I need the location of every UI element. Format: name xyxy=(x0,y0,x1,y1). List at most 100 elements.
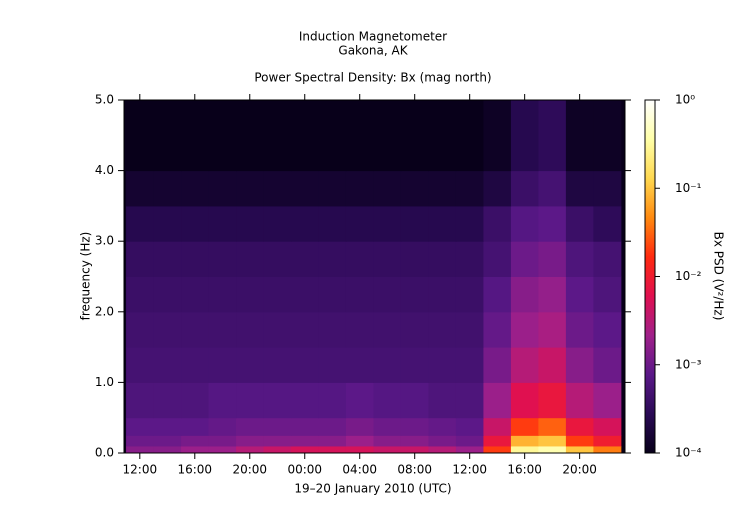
cell xyxy=(373,382,402,419)
cell xyxy=(181,417,210,436)
cell xyxy=(483,100,512,172)
cell xyxy=(236,445,265,453)
cell xyxy=(538,382,567,419)
cell xyxy=(208,382,237,419)
cell xyxy=(565,445,594,453)
cell xyxy=(345,382,374,419)
cell xyxy=(126,241,155,277)
cell xyxy=(153,100,182,172)
cell xyxy=(208,347,237,383)
cell xyxy=(455,417,484,436)
x-tick-label: 16:00 xyxy=(507,463,542,477)
cell xyxy=(400,347,429,383)
x-tick-label: 04:00 xyxy=(342,463,377,477)
cell xyxy=(593,241,622,277)
cell xyxy=(510,205,539,242)
colorbar-tick-label: 10⁻³ xyxy=(675,357,702,371)
cell xyxy=(318,417,347,436)
cell xyxy=(181,205,210,242)
cell xyxy=(153,170,182,207)
chart-subtitle: Gakona, AK xyxy=(338,44,408,58)
cell xyxy=(291,100,319,172)
cell xyxy=(593,170,622,207)
cell xyxy=(565,276,594,313)
cell xyxy=(538,417,567,436)
cell xyxy=(181,170,210,207)
cell xyxy=(181,445,210,453)
cell xyxy=(373,417,402,436)
cell xyxy=(400,311,429,348)
cell xyxy=(510,347,539,383)
cell xyxy=(291,241,319,277)
cell xyxy=(483,276,512,313)
cell xyxy=(208,205,237,242)
cell xyxy=(345,241,374,277)
cell xyxy=(345,276,374,313)
y-tick-label: 2.0 xyxy=(95,304,114,318)
cell xyxy=(236,417,265,436)
cell xyxy=(538,445,567,453)
cell xyxy=(345,417,374,436)
plot-frame xyxy=(123,99,626,454)
cell xyxy=(153,445,182,453)
cell xyxy=(181,382,210,419)
cell xyxy=(428,276,457,313)
cell xyxy=(181,276,210,313)
cell xyxy=(208,100,237,172)
cell xyxy=(593,382,622,419)
cell xyxy=(538,276,567,313)
cell xyxy=(455,445,484,453)
cell xyxy=(510,435,539,447)
cell xyxy=(181,311,210,348)
cell xyxy=(208,417,237,436)
cell xyxy=(483,445,512,453)
cell xyxy=(373,445,402,453)
cell xyxy=(126,417,155,436)
cell xyxy=(400,100,429,172)
cell xyxy=(263,435,292,447)
colorbar-label: Bx PSD (V²/Hz) xyxy=(712,232,726,321)
cell xyxy=(318,382,347,419)
cell xyxy=(181,347,210,383)
x-tick-label: 12:00 xyxy=(452,463,487,477)
cell xyxy=(400,445,429,453)
cell xyxy=(510,100,539,172)
cell xyxy=(126,347,155,383)
cell xyxy=(400,241,429,277)
cell xyxy=(153,417,182,436)
cell xyxy=(538,170,567,207)
cell xyxy=(208,445,237,453)
cell xyxy=(593,417,622,436)
cell xyxy=(263,311,292,348)
cell xyxy=(538,100,567,172)
x-tick-label: 08:00 xyxy=(397,463,432,477)
cell xyxy=(236,311,265,348)
colorbar-tick-label: 10⁻⁴ xyxy=(675,446,702,460)
cell xyxy=(400,417,429,436)
cell xyxy=(291,417,319,436)
cell xyxy=(565,241,594,277)
cell xyxy=(510,170,539,207)
cell xyxy=(291,435,319,447)
cell xyxy=(181,241,210,277)
cell xyxy=(510,382,539,419)
cell xyxy=(345,311,374,348)
cell xyxy=(263,347,292,383)
cell xyxy=(208,241,237,277)
cell xyxy=(455,382,484,419)
cell xyxy=(318,347,347,383)
cell xyxy=(345,205,374,242)
cell xyxy=(593,100,622,172)
cell xyxy=(593,311,622,348)
cell xyxy=(373,276,402,313)
cell xyxy=(400,435,429,447)
cell xyxy=(126,100,155,172)
x-tick-label: 00:00 xyxy=(287,463,322,477)
x-tick-label: 20:00 xyxy=(562,463,597,477)
cell xyxy=(126,311,155,348)
cell xyxy=(565,417,594,436)
cell xyxy=(345,445,374,453)
plot-title: Power Spectral Density: Bx (mag north) xyxy=(254,71,491,85)
cell xyxy=(483,435,512,447)
